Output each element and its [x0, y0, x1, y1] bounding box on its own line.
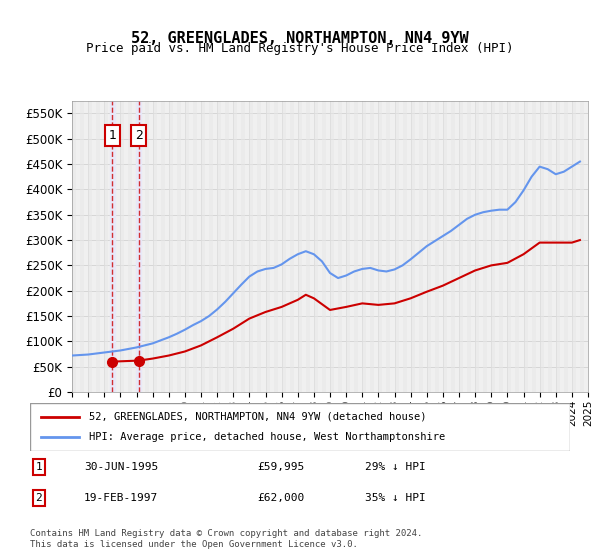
Bar	[112, 101, 116, 392]
Bar	[136, 101, 141, 392]
Bar	[395, 101, 398, 392]
Text: 29% ↓ HPI: 29% ↓ HPI	[365, 462, 425, 472]
Text: £62,000: £62,000	[257, 493, 304, 503]
Text: 52, GREENGLADES, NORTHAMPTON, NN4 9YW: 52, GREENGLADES, NORTHAMPTON, NN4 9YW	[131, 31, 469, 46]
Bar	[72, 101, 76, 392]
Bar	[177, 101, 181, 392]
Text: Contains HM Land Registry data © Crown copyright and database right 2024.
This d: Contains HM Land Registry data © Crown c…	[30, 529, 422, 549]
Text: HPI: Average price, detached house, West Northamptonshire: HPI: Average price, detached house, West…	[89, 432, 446, 442]
Bar	[169, 101, 173, 392]
Bar	[217, 101, 221, 392]
Text: 1: 1	[35, 462, 42, 472]
Bar	[451, 101, 455, 392]
Bar	[201, 101, 205, 392]
Bar	[338, 101, 342, 392]
Bar	[88, 101, 92, 392]
Bar	[532, 101, 536, 392]
Text: Price paid vs. HM Land Registry's House Price Index (HPI): Price paid vs. HM Land Registry's House …	[86, 42, 514, 55]
Bar	[281, 101, 286, 392]
Bar	[346, 101, 350, 392]
Bar	[241, 101, 245, 392]
Bar	[523, 101, 527, 392]
Bar	[370, 101, 374, 392]
Bar	[306, 101, 310, 392]
Bar	[508, 101, 511, 392]
Bar	[435, 101, 439, 392]
Bar	[539, 101, 544, 392]
Bar	[121, 101, 124, 392]
Bar	[128, 101, 133, 392]
Text: £59,995: £59,995	[257, 462, 304, 472]
Bar	[257, 101, 262, 392]
Bar	[152, 101, 157, 392]
Bar	[110, 101, 115, 392]
Bar	[572, 101, 576, 392]
Bar	[564, 101, 568, 392]
Bar	[193, 101, 197, 392]
Bar	[499, 101, 503, 392]
Bar	[467, 101, 471, 392]
Bar	[403, 101, 407, 392]
Bar	[556, 101, 560, 392]
Text: 52, GREENGLADES, NORTHAMPTON, NN4 9YW (detached house): 52, GREENGLADES, NORTHAMPTON, NN4 9YW (d…	[89, 412, 427, 422]
Bar	[515, 101, 520, 392]
Bar	[379, 101, 382, 392]
Bar	[298, 101, 302, 392]
Bar	[96, 101, 100, 392]
Bar	[362, 101, 366, 392]
Bar	[580, 101, 584, 392]
Bar	[588, 101, 592, 392]
FancyBboxPatch shape	[30, 403, 570, 451]
Bar	[185, 101, 189, 392]
Bar	[475, 101, 479, 392]
Bar	[459, 101, 463, 392]
Bar	[427, 101, 431, 392]
Bar	[314, 101, 318, 392]
Bar	[483, 101, 487, 392]
Text: 19-FEB-1997: 19-FEB-1997	[84, 493, 158, 503]
Bar	[145, 101, 149, 392]
Bar	[161, 101, 165, 392]
Bar	[548, 101, 552, 392]
Bar	[443, 101, 447, 392]
Text: 35% ↓ HPI: 35% ↓ HPI	[365, 493, 425, 503]
Bar	[225, 101, 229, 392]
Bar	[250, 101, 253, 392]
Text: 1: 1	[109, 129, 116, 142]
Bar	[354, 101, 358, 392]
Bar	[265, 101, 269, 392]
Bar	[322, 101, 326, 392]
Text: 2: 2	[35, 493, 42, 503]
Bar	[290, 101, 294, 392]
Bar	[137, 101, 140, 392]
Bar	[274, 101, 278, 392]
Bar	[233, 101, 237, 392]
Bar	[104, 101, 108, 392]
Bar	[491, 101, 495, 392]
Text: 30-JUN-1995: 30-JUN-1995	[84, 462, 158, 472]
Bar	[419, 101, 423, 392]
Bar	[209, 101, 213, 392]
Bar	[80, 101, 84, 392]
Bar	[330, 101, 334, 392]
Bar	[386, 101, 391, 392]
Bar	[410, 101, 415, 392]
Text: 2: 2	[134, 129, 143, 142]
